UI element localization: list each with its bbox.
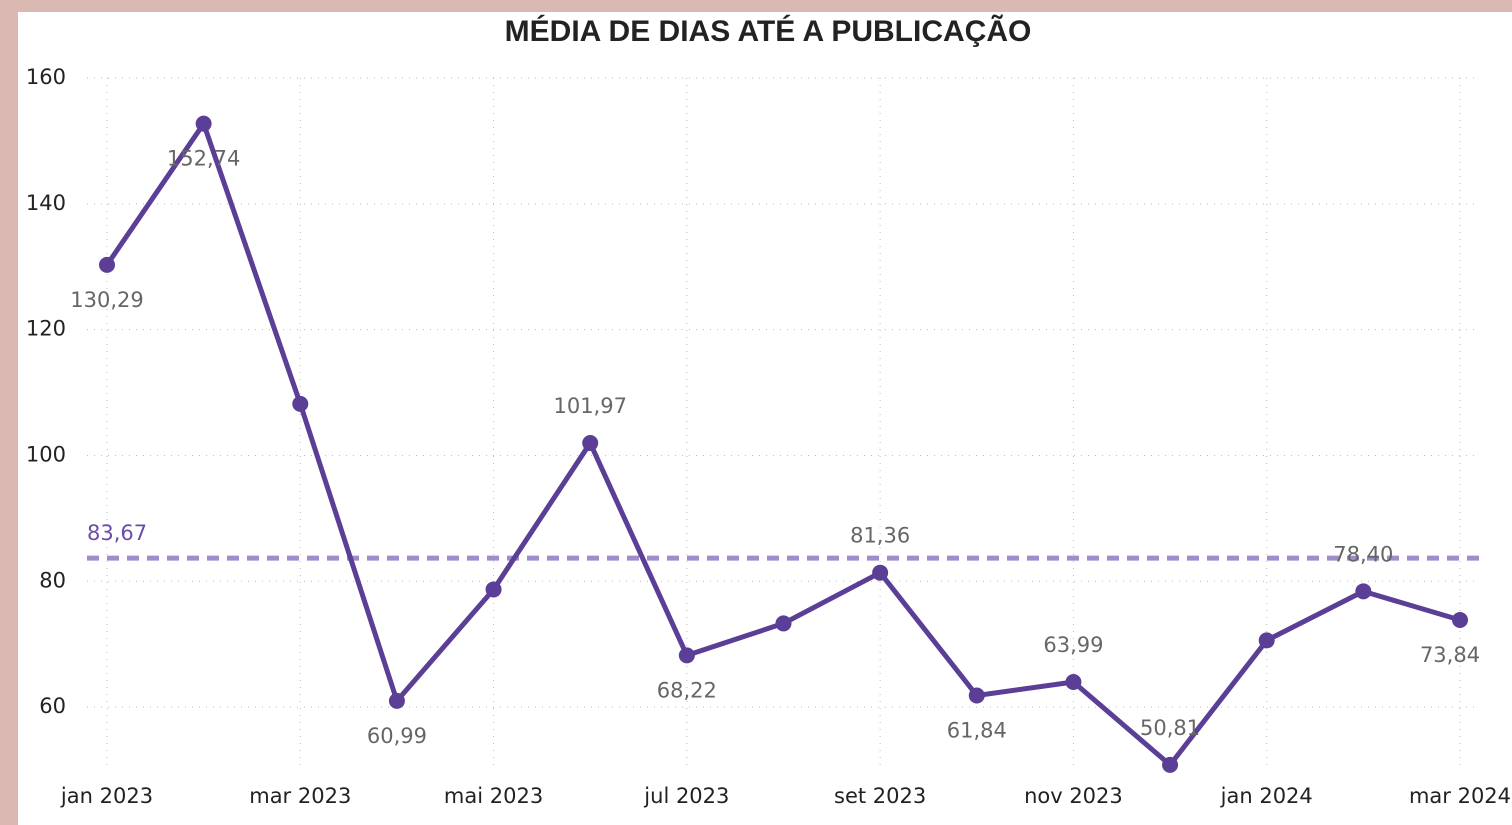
- y-tick-label: 80: [39, 568, 66, 592]
- x-tick-label: jan 2023: [60, 784, 153, 808]
- x-tick-label: set 2023: [834, 784, 926, 808]
- value-label: 50,81: [1140, 716, 1200, 740]
- point: [582, 435, 599, 452]
- point: [1355, 583, 1372, 600]
- value-label: 78,40: [1333, 542, 1393, 566]
- point: [678, 647, 695, 664]
- x-tick-label: jul 2023: [643, 784, 729, 808]
- value-label: 81,36: [850, 524, 910, 548]
- y-tick-label: 160: [26, 65, 66, 89]
- point: [485, 581, 502, 598]
- y-tick-label: 100: [26, 442, 66, 466]
- y-tick-label: 140: [26, 191, 66, 215]
- panel: [18, 12, 1512, 825]
- point: [872, 564, 889, 581]
- value-label: 101,97: [553, 394, 626, 418]
- value-label: 73,84: [1420, 643, 1480, 667]
- value-label: 61,84: [947, 719, 1007, 743]
- y-tick-label: 60: [39, 694, 66, 718]
- value-label: 152,74: [167, 147, 240, 171]
- chart-title: MÉDIA DE DIAS ATÉ A PUBLICAÇÃO: [505, 14, 1032, 48]
- point: [292, 395, 309, 412]
- point: [1065, 673, 1082, 690]
- average-label: 83,67: [87, 521, 147, 545]
- point: [1452, 612, 1468, 629]
- point: [1162, 756, 1179, 773]
- value-label: 60,99: [367, 724, 427, 748]
- x-tick-label: jan 2024: [1220, 784, 1313, 808]
- value-label: 68,22: [657, 678, 717, 702]
- y-tick-label: 120: [26, 317, 66, 341]
- x-tick-label: mar 2023: [249, 784, 351, 808]
- value-label: 63,99: [1043, 633, 1103, 657]
- x-tick-label: nov 2023: [1024, 784, 1123, 808]
- point: [195, 115, 212, 132]
- point: [775, 615, 792, 632]
- point: [99, 256, 115, 273]
- point: [1258, 632, 1275, 649]
- point: [968, 687, 985, 704]
- point: [388, 692, 405, 709]
- x-tick-label: mai 2023: [444, 784, 543, 808]
- x-tick-label: mar 2024: [1409, 784, 1511, 808]
- value-label: 130,29: [70, 288, 143, 312]
